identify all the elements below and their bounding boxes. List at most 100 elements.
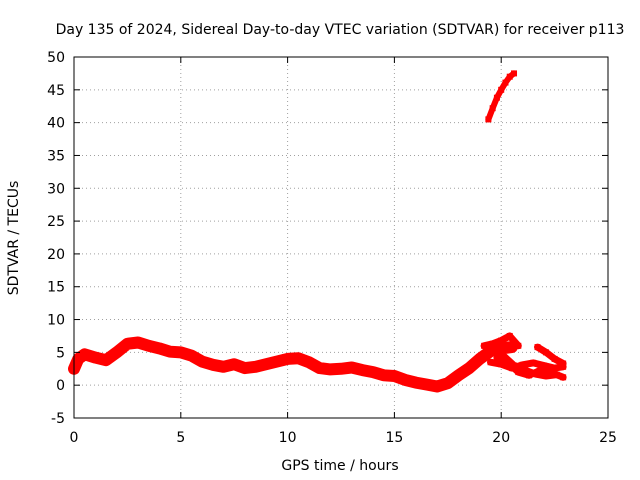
x-tick-label: 0	[70, 430, 79, 446]
series-rising-arc	[485, 70, 517, 123]
data-point	[295, 355, 302, 362]
data-point	[455, 372, 462, 379]
data-point	[391, 372, 398, 379]
data-point	[145, 342, 152, 349]
y-tick-label: 0	[56, 378, 65, 394]
data-point	[370, 369, 377, 376]
data-point	[506, 332, 513, 339]
y-axis-label: SDTVAR / TECUs	[6, 181, 22, 296]
data-point	[103, 357, 110, 364]
data-point	[515, 342, 522, 349]
y-tick-label: -5	[51, 411, 65, 427]
data-point	[551, 355, 558, 362]
data-point	[444, 380, 451, 387]
plot-frame	[73, 56, 609, 419]
y-tick-label: 20	[47, 247, 65, 263]
series-band-main	[68, 336, 518, 393]
data-point	[487, 348, 494, 355]
data-point	[359, 367, 366, 374]
data-point	[551, 365, 558, 372]
data-point	[402, 376, 409, 383]
grid-layer	[74, 57, 608, 418]
data-point	[485, 116, 492, 123]
data-point	[167, 348, 174, 355]
data-point	[543, 349, 550, 356]
x-tick-label: 5	[176, 430, 185, 446]
data-point	[536, 367, 543, 374]
data-point	[508, 344, 515, 351]
data-point	[305, 359, 312, 366]
data-point	[348, 364, 355, 371]
data-point	[489, 105, 496, 112]
data-point	[156, 345, 163, 352]
y-tick-label: 35	[47, 148, 65, 164]
data-point	[327, 366, 334, 373]
series-layer	[68, 70, 567, 393]
data-point	[209, 361, 216, 368]
data-point	[113, 349, 120, 356]
data-point	[498, 86, 505, 93]
data-point	[135, 339, 142, 346]
x-tick-label: 15	[385, 430, 403, 446]
data-point	[498, 345, 505, 352]
data-point	[560, 374, 567, 381]
data-point	[543, 372, 550, 379]
x-tick-label: 25	[599, 430, 617, 446]
data-point	[81, 351, 88, 358]
y-tick-label: 10	[47, 313, 65, 329]
data-point	[412, 379, 419, 386]
data-point	[263, 361, 270, 368]
data-point	[560, 360, 567, 367]
x-tick-label: 20	[492, 430, 510, 446]
data-point	[252, 363, 259, 370]
data-point	[502, 79, 509, 86]
data-point	[188, 352, 195, 359]
y-tick-label: 40	[47, 116, 65, 132]
data-point	[540, 362, 547, 369]
series-band-tail-c	[534, 343, 567, 367]
data-point	[498, 337, 505, 344]
data-point	[534, 344, 541, 351]
data-point	[338, 365, 344, 372]
data-point	[177, 349, 184, 356]
data-point	[498, 350, 505, 357]
y-tick-label: 15	[47, 280, 65, 296]
data-point	[553, 371, 560, 378]
x-axis-label: GPS time / hours	[281, 458, 398, 474]
data-point	[515, 369, 522, 376]
data-point	[466, 365, 473, 372]
data-point	[220, 363, 227, 370]
y-tick-label: 45	[47, 83, 65, 99]
data-point	[92, 354, 99, 361]
y-tick-label: 50	[47, 50, 65, 66]
data-point	[532, 371, 539, 378]
data-point	[316, 365, 323, 372]
tick-layer: 0 5 10 15 20 25 -5 0 5 10 15 20 25 30 35 40 45 50	[47, 50, 617, 446]
data-point	[423, 381, 430, 388]
data-point	[489, 340, 496, 347]
data-point	[231, 361, 238, 368]
data-point	[493, 354, 500, 361]
data-point	[273, 358, 280, 365]
data-point	[75, 355, 82, 362]
data-point	[487, 359, 494, 366]
data-point	[493, 94, 500, 101]
data-point	[530, 359, 537, 366]
y-tick-label: 30	[47, 181, 65, 197]
data-point	[519, 361, 526, 368]
data-point	[476, 355, 483, 362]
y-tick-label: 5	[56, 345, 65, 361]
data-point	[511, 70, 518, 77]
data-point	[284, 355, 291, 362]
data-point	[380, 372, 387, 379]
data-point	[506, 73, 513, 80]
data-point	[498, 361, 505, 368]
data-point	[434, 383, 441, 390]
data-point	[511, 362, 518, 369]
y-tick-label: 25	[47, 214, 65, 230]
x-tick-label: 10	[279, 430, 297, 446]
data-point	[199, 358, 206, 365]
data-point	[241, 365, 248, 372]
data-point	[521, 367, 528, 374]
